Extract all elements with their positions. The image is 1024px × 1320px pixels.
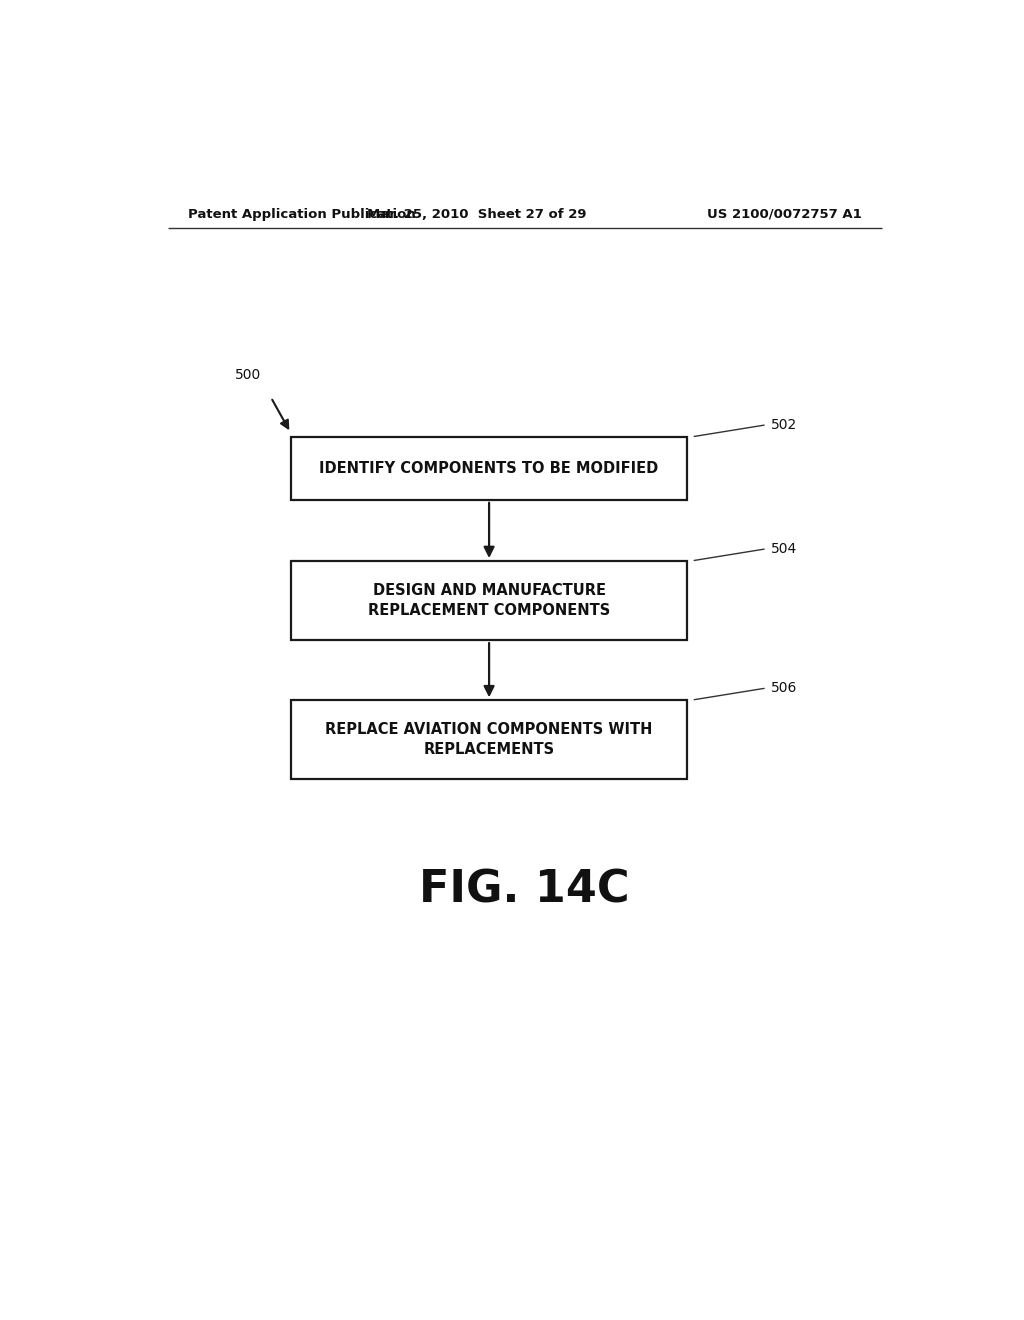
Text: US 2100/0072757 A1: US 2100/0072757 A1 (708, 207, 862, 220)
Text: IDENTIFY COMPONENTS TO BE MODIFIED: IDENTIFY COMPONENTS TO BE MODIFIED (319, 461, 658, 477)
Text: 506: 506 (771, 681, 798, 694)
Text: DESIGN AND MANUFACTURE
REPLACEMENT COMPONENTS: DESIGN AND MANUFACTURE REPLACEMENT COMPO… (368, 583, 610, 618)
Text: REPLACE AVIATION COMPONENTS WITH
REPLACEMENTS: REPLACE AVIATION COMPONENTS WITH REPLACE… (326, 722, 652, 758)
Text: 502: 502 (771, 417, 797, 432)
Text: 500: 500 (236, 368, 261, 381)
Bar (291, 437, 687, 500)
Text: FIG. 14C: FIG. 14C (420, 869, 630, 912)
Text: 504: 504 (771, 541, 797, 556)
Bar (291, 561, 687, 640)
Text: Patent Application Publication: Patent Application Publication (187, 207, 416, 220)
Bar (291, 700, 687, 779)
Text: Mar. 25, 2010  Sheet 27 of 29: Mar. 25, 2010 Sheet 27 of 29 (368, 207, 587, 220)
